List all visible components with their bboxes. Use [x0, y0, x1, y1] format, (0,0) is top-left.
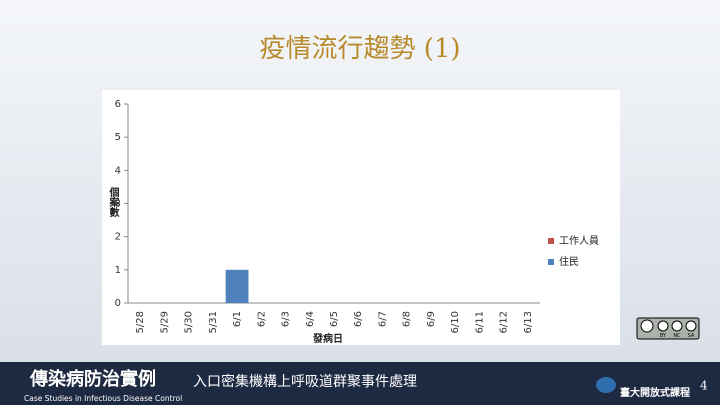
license-label: BY [660, 333, 667, 339]
logo-mark [596, 377, 616, 393]
license-label: SA [688, 333, 695, 339]
x-tick-label: 6/12 [499, 311, 510, 333]
x-tick-label: 6/3 [281, 311, 292, 327]
x-tick-label: 6/4 [305, 311, 316, 327]
y-tick-label: 5 [115, 132, 121, 143]
x-tick-label: 6/11 [474, 311, 485, 333]
sa-icon [685, 320, 697, 332]
cc-badge: BY NC SA [636, 317, 700, 340]
page-number: 4 [700, 379, 708, 393]
x-tick-label: 5/29 [159, 311, 170, 333]
legend-swatch [548, 238, 554, 244]
legend-swatch [548, 259, 554, 265]
slide-title: 疫情流行趨勢 (1) [259, 34, 460, 64]
by-icon [657, 320, 669, 332]
y-tick-label: 1 [115, 265, 121, 276]
x-tick-label: 6/8 [402, 311, 413, 327]
x-tick-label: 6/10 [450, 311, 461, 333]
x-tick-label: 6/13 [523, 311, 534, 333]
y-tick-label: 6 [115, 99, 121, 110]
license-label: NC [673, 333, 681, 339]
y-tick-label: 2 [115, 232, 121, 243]
x-tick-label: 6/9 [426, 311, 437, 327]
y-tick-label: 0 [115, 298, 121, 309]
x-axis-label: 發病日 [312, 332, 343, 345]
y-tick-label: 4 [115, 165, 121, 176]
course-title: 傳染病防治實例 [29, 368, 156, 390]
chart-card [102, 90, 620, 345]
x-tick-label: 6/5 [329, 311, 340, 327]
legend-label: 工作人員 [559, 235, 599, 247]
legend-label: 住民 [559, 255, 579, 268]
x-tick-label: 6/2 [256, 311, 267, 327]
bar [225, 269, 249, 303]
x-tick-label: 6/1 [232, 311, 243, 327]
x-tick-label: 5/30 [184, 311, 195, 333]
cc-icon [640, 319, 654, 333]
x-tick-label: 5/28 [135, 311, 146, 333]
y-axis-label: 個案數 [107, 186, 120, 218]
x-tick-label: 6/6 [353, 311, 364, 327]
x-tick-label: 6/7 [377, 311, 388, 327]
logo-text: 臺大開放式課程 [620, 386, 690, 399]
topic: 入口密集機構上呼吸道群聚事件處理 [193, 373, 417, 390]
nc-icon [671, 320, 683, 332]
course-english: Case Studies in Infectious Disease Contr… [24, 394, 182, 403]
x-tick-label: 5/31 [208, 311, 219, 333]
y-tick-label: 3 [115, 199, 121, 210]
